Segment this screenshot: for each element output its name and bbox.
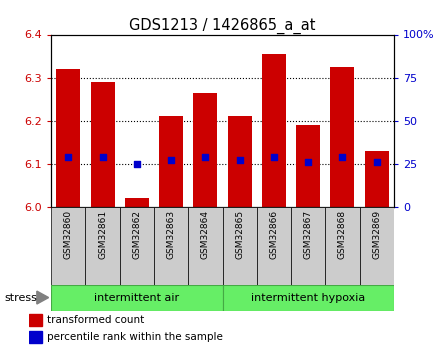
Text: GSM32861: GSM32861 bbox=[98, 210, 107, 259]
Bar bbox=[291, 207, 325, 285]
Text: percentile rank within the sample: percentile rank within the sample bbox=[47, 333, 223, 342]
Bar bbox=[85, 207, 120, 285]
Point bbox=[202, 155, 209, 160]
Point bbox=[271, 155, 278, 160]
Point bbox=[65, 155, 72, 160]
Polygon shape bbox=[37, 291, 49, 304]
Bar bbox=[331, 67, 354, 207]
Point bbox=[339, 155, 346, 160]
Bar bbox=[29, 314, 42, 326]
Point bbox=[236, 157, 243, 162]
Point bbox=[305, 159, 312, 165]
Text: GSM32862: GSM32862 bbox=[132, 210, 142, 259]
Text: GSM32860: GSM32860 bbox=[64, 210, 73, 259]
Bar bbox=[360, 207, 394, 285]
Bar bbox=[194, 93, 217, 207]
Bar bbox=[325, 207, 360, 285]
Bar bbox=[222, 285, 394, 310]
Text: GSM32866: GSM32866 bbox=[269, 210, 279, 259]
Bar bbox=[120, 207, 154, 285]
Text: GSM32865: GSM32865 bbox=[235, 210, 244, 259]
Text: intermittent air: intermittent air bbox=[94, 293, 179, 303]
Title: GDS1213 / 1426865_a_at: GDS1213 / 1426865_a_at bbox=[129, 18, 316, 34]
Text: GSM32864: GSM32864 bbox=[201, 210, 210, 259]
Bar bbox=[51, 285, 223, 310]
Bar bbox=[154, 207, 188, 285]
Text: GSM32863: GSM32863 bbox=[166, 210, 176, 259]
Text: transformed count: transformed count bbox=[47, 315, 145, 325]
Bar bbox=[262, 54, 286, 207]
Text: GSM32868: GSM32868 bbox=[338, 210, 347, 259]
Bar bbox=[228, 117, 251, 207]
Point bbox=[134, 161, 141, 167]
Bar bbox=[365, 151, 388, 207]
Bar bbox=[296, 125, 320, 207]
Bar bbox=[29, 331, 42, 343]
Point bbox=[373, 159, 380, 165]
Bar bbox=[159, 117, 183, 207]
Text: intermittent hypoxia: intermittent hypoxia bbox=[251, 293, 365, 303]
Point bbox=[168, 157, 175, 162]
Bar bbox=[91, 82, 114, 207]
Bar bbox=[57, 69, 80, 207]
Bar bbox=[257, 207, 291, 285]
Bar bbox=[125, 198, 149, 207]
Text: stress: stress bbox=[4, 293, 37, 303]
Bar bbox=[51, 207, 85, 285]
Text: GSM32869: GSM32869 bbox=[372, 210, 381, 259]
Bar bbox=[188, 207, 222, 285]
Point bbox=[99, 155, 106, 160]
Bar bbox=[222, 207, 257, 285]
Text: GSM32867: GSM32867 bbox=[303, 210, 313, 259]
